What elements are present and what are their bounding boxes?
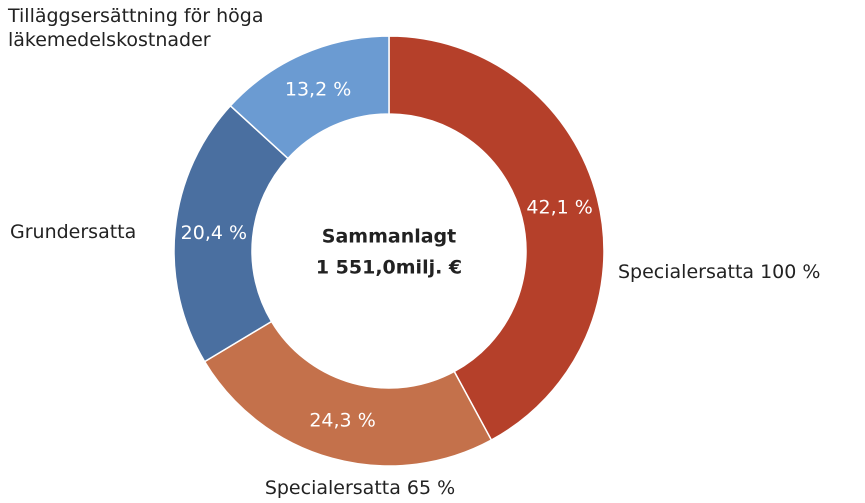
value-label: 42,1 % — [526, 196, 592, 218]
category-label: Tilläggsersättning för höga läkemedelsko… — [8, 5, 264, 51]
donut-slice — [388, 35, 605, 442]
center-label: 1 551,0milj. € — [316, 257, 462, 279]
value-label: 24,3 % — [309, 409, 375, 431]
value-label: 20,4 % — [181, 222, 247, 244]
value-label: 13,2 % — [285, 78, 351, 100]
center-label: Sammanlagt — [322, 226, 456, 248]
donut-slice — [203, 320, 493, 467]
category-label: Grundersatta — [10, 221, 137, 243]
donut-slice — [229, 35, 390, 160]
category-label: Specialersatta 65 % — [264, 477, 456, 499]
category-label: Specialersatta 100 % — [618, 261, 821, 283]
